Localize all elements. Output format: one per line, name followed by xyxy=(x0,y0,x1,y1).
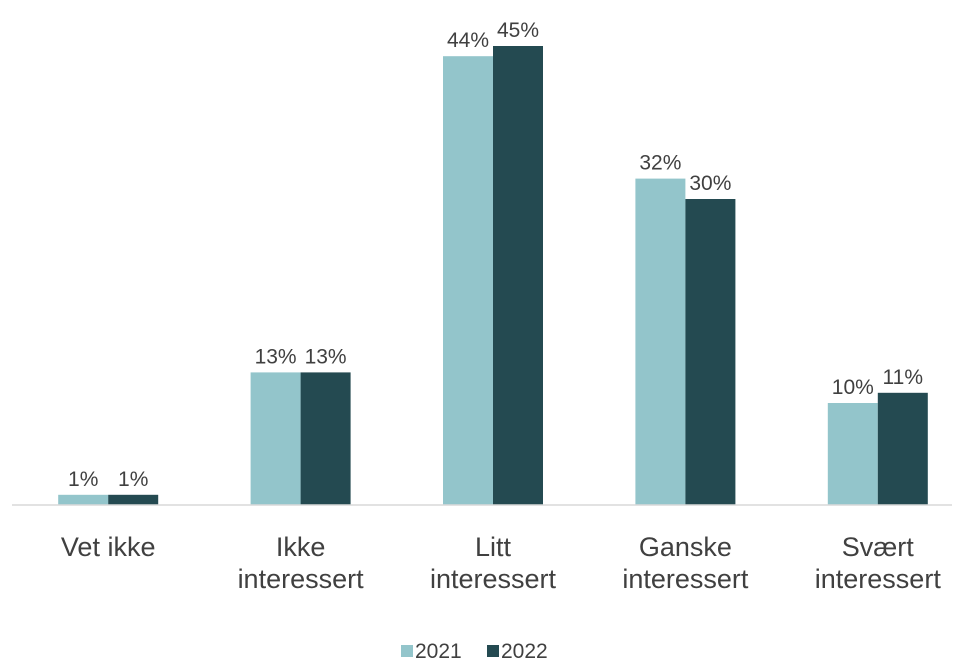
legend-label-2021: 2021 xyxy=(415,640,462,661)
legend-swatch-2021 xyxy=(401,645,413,657)
legend-label-2022: 2022 xyxy=(501,640,548,661)
value-label-2021-0: 1% xyxy=(68,468,98,491)
bar-2022-3 xyxy=(685,199,736,505)
bar-2021-1 xyxy=(250,372,301,505)
value-label-2022-4: 11% xyxy=(883,366,923,389)
bar-2022-4 xyxy=(877,392,928,505)
category-label-line: interessert xyxy=(815,564,942,594)
value-label-2022-0: 1% xyxy=(118,468,148,491)
value-label-2021-2: 44% xyxy=(447,29,489,52)
category-label-line: Litt xyxy=(475,532,512,562)
legend-swatch-2022 xyxy=(487,645,499,657)
category-label-line: interessert xyxy=(622,564,749,594)
category-label-line: interessert xyxy=(238,564,365,594)
category-label-2: Litt interessert xyxy=(430,532,557,594)
value-label-2021-4: 10% xyxy=(832,376,874,399)
category-label-4: Svært interessert xyxy=(815,532,942,594)
value-label-2021-3: 32% xyxy=(639,152,681,175)
bar-2021-0 xyxy=(58,494,109,505)
value-label-2022-1: 13% xyxy=(305,345,347,368)
bars-group xyxy=(58,46,928,505)
category-label-3: Ganske interessert xyxy=(622,532,749,594)
bar-2022-0 xyxy=(108,494,159,505)
category-label-line: Ganske xyxy=(639,532,732,562)
category-label-1: Ikke interessert xyxy=(238,532,365,594)
bar-2021-3 xyxy=(635,178,686,505)
category-label-line: Svært xyxy=(842,532,915,562)
legend: 2021 2022 xyxy=(401,640,548,661)
bar-2021-2 xyxy=(443,56,493,505)
category-label-line: Ikke xyxy=(276,532,326,562)
bar-2022-1 xyxy=(300,372,351,505)
bar-2022-2 xyxy=(493,46,543,505)
value-label-2022-3: 30% xyxy=(689,172,731,195)
category-label-line: Vet ikke xyxy=(61,532,156,562)
bar-2021-4 xyxy=(827,403,878,505)
category-label-0: Vet ikke xyxy=(61,532,156,562)
category-label-line: interessert xyxy=(430,564,557,594)
value-labels-group: 1% 1% 13% 13% 44% 45% 32% 30% 10% 11% xyxy=(68,19,923,491)
value-label-2022-2: 45% xyxy=(497,19,539,42)
value-label-2021-1: 13% xyxy=(255,345,297,368)
